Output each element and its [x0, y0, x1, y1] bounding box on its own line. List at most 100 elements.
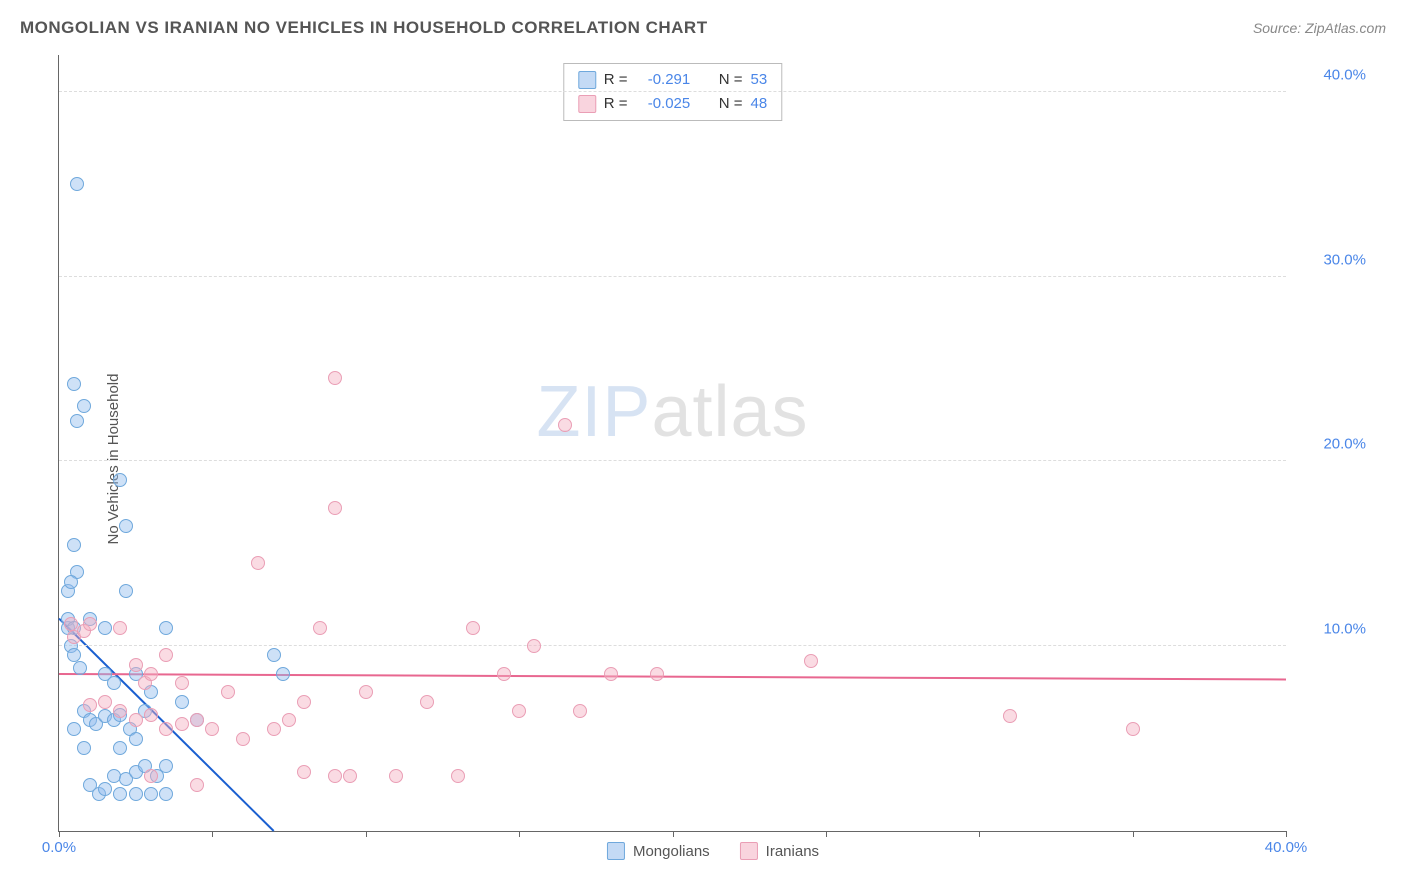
- data-point: [466, 621, 480, 635]
- stat-n-label: N =: [719, 92, 743, 116]
- data-point: [276, 667, 290, 681]
- data-point: [70, 414, 84, 428]
- data-point: [98, 621, 112, 635]
- data-point: [267, 722, 281, 736]
- data-point: [67, 377, 81, 391]
- data-point: [175, 695, 189, 709]
- data-point: [119, 584, 133, 598]
- data-point: [98, 782, 112, 796]
- x-tick: [979, 831, 980, 837]
- data-point: [129, 658, 143, 672]
- data-point: [67, 722, 81, 736]
- data-point: [113, 787, 127, 801]
- legend-item: Iranians: [740, 842, 819, 860]
- data-point: [77, 399, 91, 413]
- data-point: [573, 704, 587, 718]
- data-point: [113, 473, 127, 487]
- legend-label: Mongolians: [633, 843, 710, 860]
- stat-r-value: -0.025: [648, 92, 691, 116]
- chart-title: MONGOLIAN VS IRANIAN NO VEHICLES IN HOUS…: [20, 18, 708, 38]
- gridline: [59, 645, 1286, 646]
- data-point: [328, 371, 342, 385]
- stat-r-label: R =: [604, 68, 628, 92]
- stats-row: R = -0.291 N = 53: [578, 68, 767, 92]
- data-point: [175, 676, 189, 690]
- stat-n-value: 53: [751, 68, 768, 92]
- data-point: [190, 713, 204, 727]
- watermark-part2: atlas: [651, 372, 808, 452]
- legend-swatch: [578, 71, 596, 89]
- data-point: [343, 769, 357, 783]
- data-point: [144, 769, 158, 783]
- data-point: [159, 759, 173, 773]
- data-point: [451, 769, 465, 783]
- data-point: [129, 787, 143, 801]
- data-point: [1003, 709, 1017, 723]
- data-point: [113, 704, 127, 718]
- stat-r-value: -0.291: [648, 68, 691, 92]
- legend-swatch: [740, 842, 758, 860]
- data-point: [420, 695, 434, 709]
- data-point: [67, 538, 81, 552]
- source-attribution: Source: ZipAtlas.com: [1253, 20, 1386, 36]
- data-point: [221, 685, 235, 699]
- data-point: [527, 639, 541, 653]
- x-tick: [366, 831, 367, 837]
- data-point: [83, 617, 97, 631]
- data-point: [650, 667, 664, 681]
- data-point: [107, 676, 121, 690]
- data-point: [159, 648, 173, 662]
- gridline: [59, 91, 1286, 92]
- gridline: [59, 276, 1286, 277]
- data-point: [70, 177, 84, 191]
- y-tick-label: 10.0%: [1296, 621, 1366, 638]
- stat-n-label: N =: [719, 68, 743, 92]
- data-point: [236, 732, 250, 746]
- data-point: [205, 722, 219, 736]
- data-point: [804, 654, 818, 668]
- plot-area: ZIPatlas R = -0.291 N = 53R = -0.025 N =…: [58, 55, 1286, 832]
- x-tick: [673, 831, 674, 837]
- y-tick-label: 40.0%: [1296, 66, 1366, 83]
- legend-label: Iranians: [766, 843, 819, 860]
- data-point: [144, 667, 158, 681]
- data-point: [512, 704, 526, 718]
- legend-item: Mongolians: [607, 842, 710, 860]
- y-tick-label: 20.0%: [1296, 436, 1366, 453]
- stats-row: R = -0.025 N = 48: [578, 92, 767, 116]
- data-point: [159, 621, 173, 635]
- data-point: [297, 695, 311, 709]
- data-point: [1126, 722, 1140, 736]
- data-point: [113, 741, 127, 755]
- legend-swatch: [607, 842, 625, 860]
- data-point: [159, 787, 173, 801]
- bottom-legend: Mongolians Iranians: [607, 842, 819, 860]
- data-point: [251, 556, 265, 570]
- data-point: [77, 741, 91, 755]
- trend-lines: [59, 55, 1286, 831]
- data-point: [267, 648, 281, 662]
- x-tick: [1286, 831, 1287, 837]
- data-point: [604, 667, 618, 681]
- stat-n-value: 48: [751, 92, 768, 116]
- x-tick: [212, 831, 213, 837]
- data-point: [175, 717, 189, 731]
- data-point: [497, 667, 511, 681]
- data-point: [67, 648, 81, 662]
- data-point: [129, 732, 143, 746]
- data-point: [73, 661, 87, 675]
- trend-line: [59, 674, 1286, 680]
- gridline: [59, 460, 1286, 461]
- data-point: [64, 575, 78, 589]
- header: MONGOLIAN VS IRANIAN NO VEHICLES IN HOUS…: [20, 18, 1386, 38]
- data-point: [98, 695, 112, 709]
- watermark: ZIPatlas: [536, 371, 808, 453]
- data-point: [190, 778, 204, 792]
- x-tick: [519, 831, 520, 837]
- legend-swatch: [578, 95, 596, 113]
- data-point: [282, 713, 296, 727]
- x-tick: [826, 831, 827, 837]
- x-tick: [1133, 831, 1134, 837]
- y-tick-label: 30.0%: [1296, 251, 1366, 268]
- data-point: [328, 501, 342, 515]
